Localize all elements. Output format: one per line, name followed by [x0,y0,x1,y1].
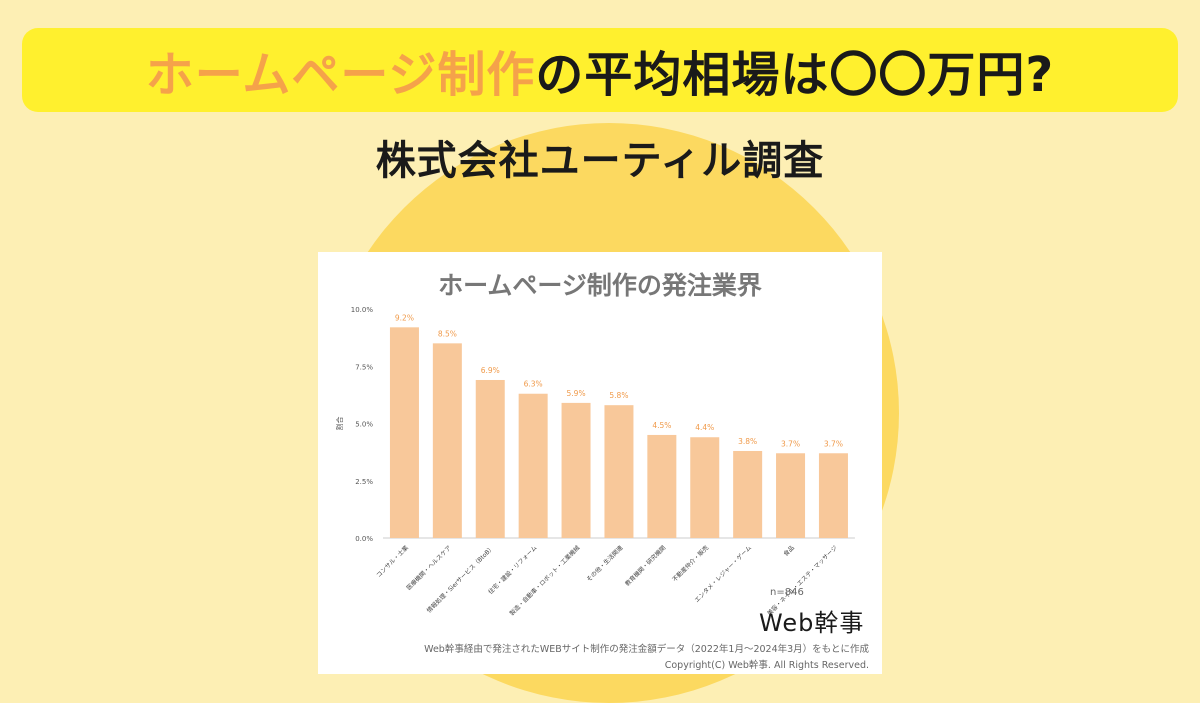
value-label: 9.2% [395,313,414,322]
value-label: 4.5% [652,421,671,430]
bar [818,453,848,538]
y-tick-label: 0.0% [355,535,373,543]
chart-title: ホームページ制作の発注業界 [438,271,762,300]
bar [776,453,806,538]
bar [733,450,763,538]
bar [475,379,505,538]
value-label: 5.9% [567,389,586,398]
chart-panel: ホームページ制作の発注業界 割合 0.0% 2.5% 5.0% 7.5% 10.0% 9… [318,252,882,674]
x-tick-label: コンサル・士業 [374,544,409,579]
y-tick-label: 7.5% [355,363,373,371]
bar-chart: ホームページ制作の発注業界 割合 0.0% 2.5% 5.0% 7.5% 10.0% 9… [335,271,855,618]
subtitle: 株式会社ユーティル調査 [375,138,825,184]
x-tick-label: 医療機関・ヘルスケア [405,544,453,592]
brand-logo: Web幹事 [759,609,865,637]
bar [389,327,419,538]
source-note: Web幹事経由で発注されたWEBサイト制作の発注金額データ（2022年1月～20… [424,644,869,655]
headline-banner: ホームページ制作 の平均相場は〇〇万円? [22,28,1178,112]
value-label: 6.3% [524,380,543,389]
value-label: 8.5% [438,329,457,338]
y-axis-label: 割合 [335,417,344,431]
bar [518,393,548,538]
value-label: 4.4% [695,423,714,432]
y-ticks: 0.0% 2.5% 5.0% 7.5% 10.0% [351,306,374,543]
x-tick-label: 不動産仲介・販売 [671,544,711,584]
x-tick-label: 教育機関・研究機関 [623,544,667,588]
value-label: 6.9% [481,366,500,375]
headline-rest: の平均相場は〇〇万円? [535,47,1055,103]
headline-highlight: ホームページ制作 [145,47,536,103]
sample-size: n=846 [770,587,804,598]
value-label: 3.8% [738,437,757,446]
bar [432,343,462,538]
y-tick-label: 10.0% [351,306,374,314]
bar [604,405,634,538]
copyright: Copyright(C) Web幹事. All Rights Reserved. [664,660,869,671]
y-tick-label: 2.5% [355,478,373,486]
value-label: 5.8% [609,391,628,400]
value-label: 3.7% [824,439,843,448]
x-tick-label: 住宅・建設・リフォーム [486,544,538,596]
y-tick-label: 5.0% [355,421,373,429]
bar [561,402,591,538]
bar [647,434,677,538]
bar [690,437,720,538]
value-label: 3.7% [781,439,800,448]
x-tick-label: 食品 [782,544,796,558]
x-tick-label: 情報処理・Sierサービス（BtoB） [425,544,496,615]
x-tick-label: 製造・自動車・ロボット・工業機械 [508,544,582,618]
bars [389,327,848,538]
value-labels: 9.2% 8.5% 6.9% 6.3% 5.9% 5.8% 4.5% 4.4% 3.8% 3.7%… [395,313,843,448]
x-tick-label: その他・生活関連 [585,544,625,584]
